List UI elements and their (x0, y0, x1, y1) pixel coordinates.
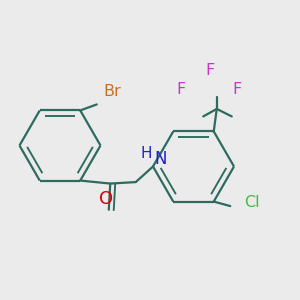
Text: H: H (140, 146, 152, 160)
Text: F: F (206, 63, 214, 78)
Text: N: N (154, 150, 167, 168)
Text: Cl: Cl (244, 195, 260, 210)
Text: O: O (99, 190, 114, 208)
Text: F: F (232, 82, 242, 98)
Text: F: F (176, 82, 185, 98)
Text: Br: Br (103, 84, 121, 99)
